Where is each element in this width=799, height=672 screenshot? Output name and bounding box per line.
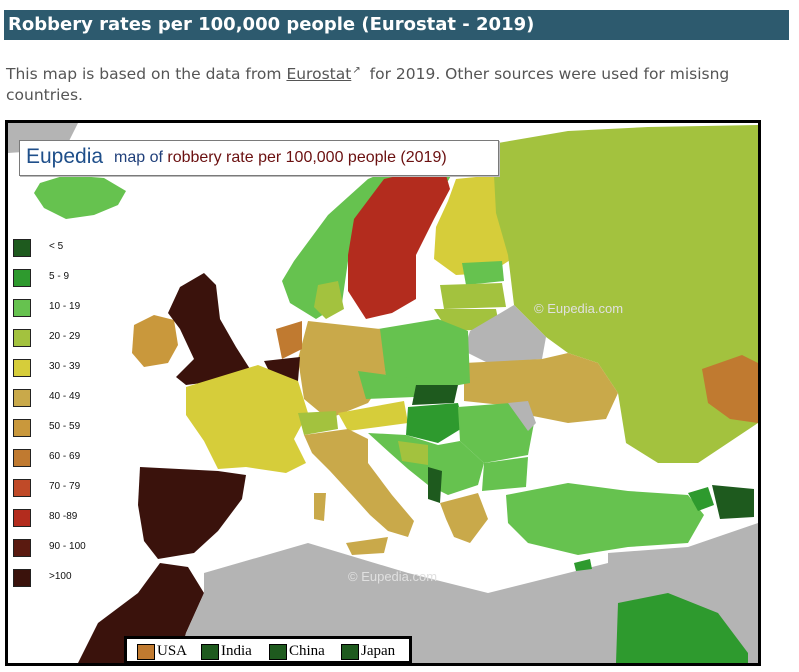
land-north-africa bbox=[178, 543, 608, 663]
country-belarus bbox=[464, 305, 546, 363]
country-bulgaria bbox=[482, 457, 528, 491]
intro-text-before: This map is based on the data from bbox=[6, 65, 287, 84]
country-denmark bbox=[314, 281, 344, 319]
country-albania bbox=[428, 467, 442, 503]
reference-legend-label: USA bbox=[157, 643, 188, 659]
country-hungary bbox=[406, 403, 464, 443]
country-russia bbox=[494, 125, 758, 463]
legend-item: 10 - 19 bbox=[13, 299, 93, 317]
country-slovakia bbox=[412, 385, 458, 405]
legend-swatch bbox=[13, 539, 31, 557]
reference-legend-swatch bbox=[201, 644, 219, 660]
legend-label: 60 - 69 bbox=[49, 451, 81, 462]
watermark: © Eupedia.com bbox=[348, 569, 438, 584]
reference-legend-label: Japan bbox=[361, 643, 396, 659]
robbery-map: Eupedia map of robbery rate per 100,000 … bbox=[5, 120, 761, 666]
country-switzerland bbox=[298, 411, 338, 435]
country-norway bbox=[282, 159, 458, 319]
reference-legend-label: India bbox=[221, 643, 252, 659]
legend-label: 80 -89 bbox=[49, 511, 78, 522]
reference-countries-legend: USA India China Japan bbox=[124, 636, 412, 663]
country-italy bbox=[304, 429, 414, 537]
country-azerbaijan bbox=[712, 485, 754, 519]
country-ireland bbox=[132, 315, 178, 367]
page-title: Robbery rates per 100,000 people (Eurost… bbox=[8, 14, 535, 35]
country-turkey bbox=[506, 483, 704, 555]
country-latvia bbox=[440, 283, 506, 309]
country-ukraine bbox=[464, 353, 618, 423]
reference-legend-swatch bbox=[341, 644, 359, 660]
country-iceland bbox=[34, 175, 126, 219]
country-france bbox=[186, 365, 308, 473]
legend-swatch bbox=[13, 299, 31, 317]
legend-label: 20 - 29 bbox=[49, 331, 81, 342]
country-sweden bbox=[348, 171, 450, 319]
legend-label: 70 - 79 bbox=[49, 481, 81, 492]
island-sardinia bbox=[314, 493, 326, 521]
legend-item: 60 - 69 bbox=[13, 449, 93, 467]
external-link-icon: ↗ bbox=[352, 65, 361, 76]
country-germany bbox=[298, 321, 386, 419]
map-svg bbox=[8, 123, 758, 663]
legend-label: 50 - 59 bbox=[49, 421, 81, 432]
country-great-britain bbox=[168, 273, 250, 385]
legend-label: < 5 bbox=[49, 241, 64, 252]
legend-item: 30 - 39 bbox=[13, 359, 93, 377]
legend-swatch bbox=[13, 269, 31, 287]
country-austria bbox=[338, 401, 408, 431]
legend-swatch bbox=[13, 239, 31, 257]
country-czechia bbox=[358, 371, 418, 399]
legend-item: >100 bbox=[13, 569, 93, 587]
country-bosnia bbox=[398, 441, 428, 465]
country-netherlands bbox=[276, 321, 302, 359]
legend-label: 5 - 9 bbox=[49, 271, 70, 282]
reference-legend-label: China bbox=[289, 643, 325, 659]
legend-item: 70 - 79 bbox=[13, 479, 93, 497]
country-greece bbox=[440, 493, 488, 543]
legend-item: 40 - 49 bbox=[13, 389, 93, 407]
country-kazakhstan bbox=[702, 355, 758, 423]
country-estonia bbox=[462, 261, 504, 285]
legend-swatch bbox=[13, 329, 31, 347]
eurostat-link[interactable]: Eurostat bbox=[286, 65, 352, 84]
legend-swatch bbox=[13, 449, 31, 467]
island-sicily bbox=[346, 537, 388, 555]
legend-label: 40 - 49 bbox=[49, 391, 81, 402]
country-georgia bbox=[688, 487, 714, 511]
map-title-brand: Eupedia bbox=[26, 145, 104, 168]
intro-paragraph: This map is based on the data from Euros… bbox=[6, 60, 781, 106]
legend-swatch bbox=[13, 419, 31, 437]
legend-label: >100 bbox=[49, 571, 72, 582]
country-cyprus bbox=[574, 559, 592, 571]
country-romania bbox=[458, 403, 534, 463]
legend-item: 20 - 29 bbox=[13, 329, 93, 347]
legend-label: 30 - 39 bbox=[49, 361, 81, 372]
map-title: map of robbery rate per 100,000 people (… bbox=[114, 149, 447, 167]
country-spain bbox=[138, 467, 246, 559]
country-poland bbox=[378, 319, 470, 391]
legend-item: 90 - 100 bbox=[13, 539, 93, 557]
legend-label: 90 - 100 bbox=[49, 541, 86, 552]
header-bar: Robbery rates per 100,000 people (Eurost… bbox=[4, 10, 789, 40]
intro-text-after: for 2019. Other sources were used for mi… bbox=[6, 65, 730, 105]
country-iraq bbox=[616, 593, 748, 663]
legend-item: < 5 bbox=[13, 239, 93, 257]
map-title-part2: robbery rate per 100,000 people (2019) bbox=[167, 149, 447, 166]
map-title-part1: map of bbox=[114, 149, 168, 166]
country-moldova bbox=[508, 401, 536, 431]
legend-item: 5 - 9 bbox=[13, 269, 93, 287]
legend-swatch bbox=[13, 479, 31, 497]
legend-item: 80 -89 bbox=[13, 509, 93, 527]
legend-swatch bbox=[13, 359, 31, 377]
legend-label: 10 - 19 bbox=[49, 301, 81, 312]
reference-legend-swatch bbox=[269, 644, 287, 660]
map-title-box: Eupedia map of robbery rate per 100,000 … bbox=[19, 140, 499, 176]
legend-swatch bbox=[13, 389, 31, 407]
legend-item: 50 - 59 bbox=[13, 419, 93, 437]
watermark: © Eupedia.com bbox=[534, 301, 624, 316]
reference-legend-swatch bbox=[137, 644, 155, 660]
legend-swatch bbox=[13, 569, 31, 587]
legend-swatch bbox=[13, 509, 31, 527]
